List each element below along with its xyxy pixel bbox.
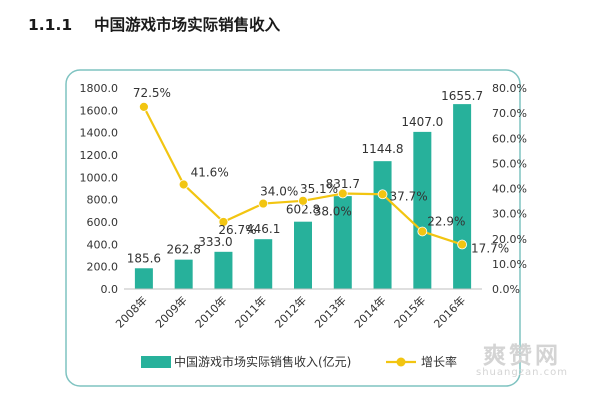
left-axis-tick-label: 1200.0 [80,149,119,162]
right-axis-tick-label: 60.0% [492,132,527,145]
growth-rate-point [417,226,428,237]
bar-value-label: 1144.8 [362,142,404,156]
growth-rate-point [258,198,269,209]
legend-line-label: 增长率 [421,354,457,369]
growth-rate-label: 34.0% [260,185,298,199]
left-axis-tick-label: 200.0 [87,261,119,274]
bar-value-label: 185.6 [127,251,161,265]
left-axis-tick-label: 1600.0 [80,104,119,117]
revenue-bar [174,259,193,289]
growth-rate-label: 26.7% [218,223,256,237]
left-axis-tick-label: 1800.0 [80,82,119,95]
legend-bar-label: 中国游戏市场实际销售收入(亿元) [174,354,351,369]
bar-value-label: 1655.7 [441,89,483,103]
revenue-bar [254,239,273,289]
x-axis-tick-label: 2012年 [272,293,309,330]
watermark: 爽赞网 shuangzan.com [476,336,568,378]
right-axis-tick-label: 50.0% [492,157,527,170]
revenue-bar [134,268,153,289]
section-heading: 1.1.1 中国游戏市场实际销售收入 [28,13,280,35]
growth-rate-label: 38.0% [314,205,352,219]
growth-rate-point [218,217,229,227]
legend-line-marker [396,357,406,367]
bar-value-label: 602.8 [286,203,320,217]
growth-rate-point [178,179,189,190]
left-axis-tick-label: 0.0 [101,283,119,296]
x-axis-tick-label: 2016年 [431,293,468,330]
growth-rate-label: 72.5% [133,86,171,100]
x-axis-tick-label: 2011年 [232,293,269,330]
revenue-bar [294,221,312,289]
growth-rate-point [337,188,348,199]
growth-rate-point [138,101,149,112]
left-axis-tick-label: 800.0 [87,194,119,207]
x-axis-tick-label: 2014年 [351,293,388,330]
watermark-en: shuangzan.com [476,367,568,378]
right-axis-tick-label: 10.0% [492,258,527,271]
bar-value-label: 262.8 [166,243,200,257]
growth-rate-label: 41.6% [191,165,229,179]
right-axis-tick-label: 80.0% [492,82,527,95]
right-axis-tick-label: 70.0% [492,107,527,120]
growth-rate-label: 35.1% [300,182,338,196]
revenue-bar [333,196,352,289]
growth-rate-label: 17.7% [471,242,509,256]
right-axis-tick-label: 30.0% [492,208,527,221]
left-axis-tick-label: 600.0 [87,216,119,229]
x-axis-tick-label: 2009年 [152,293,189,330]
left-axis-tick-label: 1000.0 [80,171,119,184]
bar-value-label: 333.0 [198,235,232,249]
x-axis-tick-label: 2013年 [311,293,348,330]
growth-rate-point [457,239,468,250]
right-axis-tick-label: 40.0% [492,183,527,196]
revenue-bar [413,131,432,289]
x-axis-tick-label: 2010年 [192,293,229,330]
growth-rate-point [377,189,388,200]
watermark-cn: 爽赞网 [482,343,561,369]
x-axis-tick-label: 2015年 [391,293,428,330]
section-title: 中国游戏市场实际销售收入 [94,16,281,34]
growth-rate-label: 37.7% [389,189,427,203]
legend-bar-swatch [141,356,171,368]
x-axis-tick-label: 2008年 [113,293,150,330]
right-axis-tick-label: 0.0% [492,283,520,296]
right-axis-tick-label: 20.0% [492,233,527,246]
revenue-bar [373,161,392,289]
bar-value-label: 831.7 [326,177,360,191]
revenue-bar [453,104,472,290]
growth-rate-label: 22.9% [427,214,465,228]
bar-value-label: 1407.0 [401,115,443,129]
left-axis-tick-label: 400.0 [87,238,119,251]
growth-rate-point [298,195,308,206]
section-number: 1.1.1 [28,16,73,34]
left-axis-tick-label: 1400.0 [80,127,119,140]
revenue-bar [214,251,233,289]
chart-frame [65,69,521,387]
bar-value-label: 446.1 [246,222,280,236]
